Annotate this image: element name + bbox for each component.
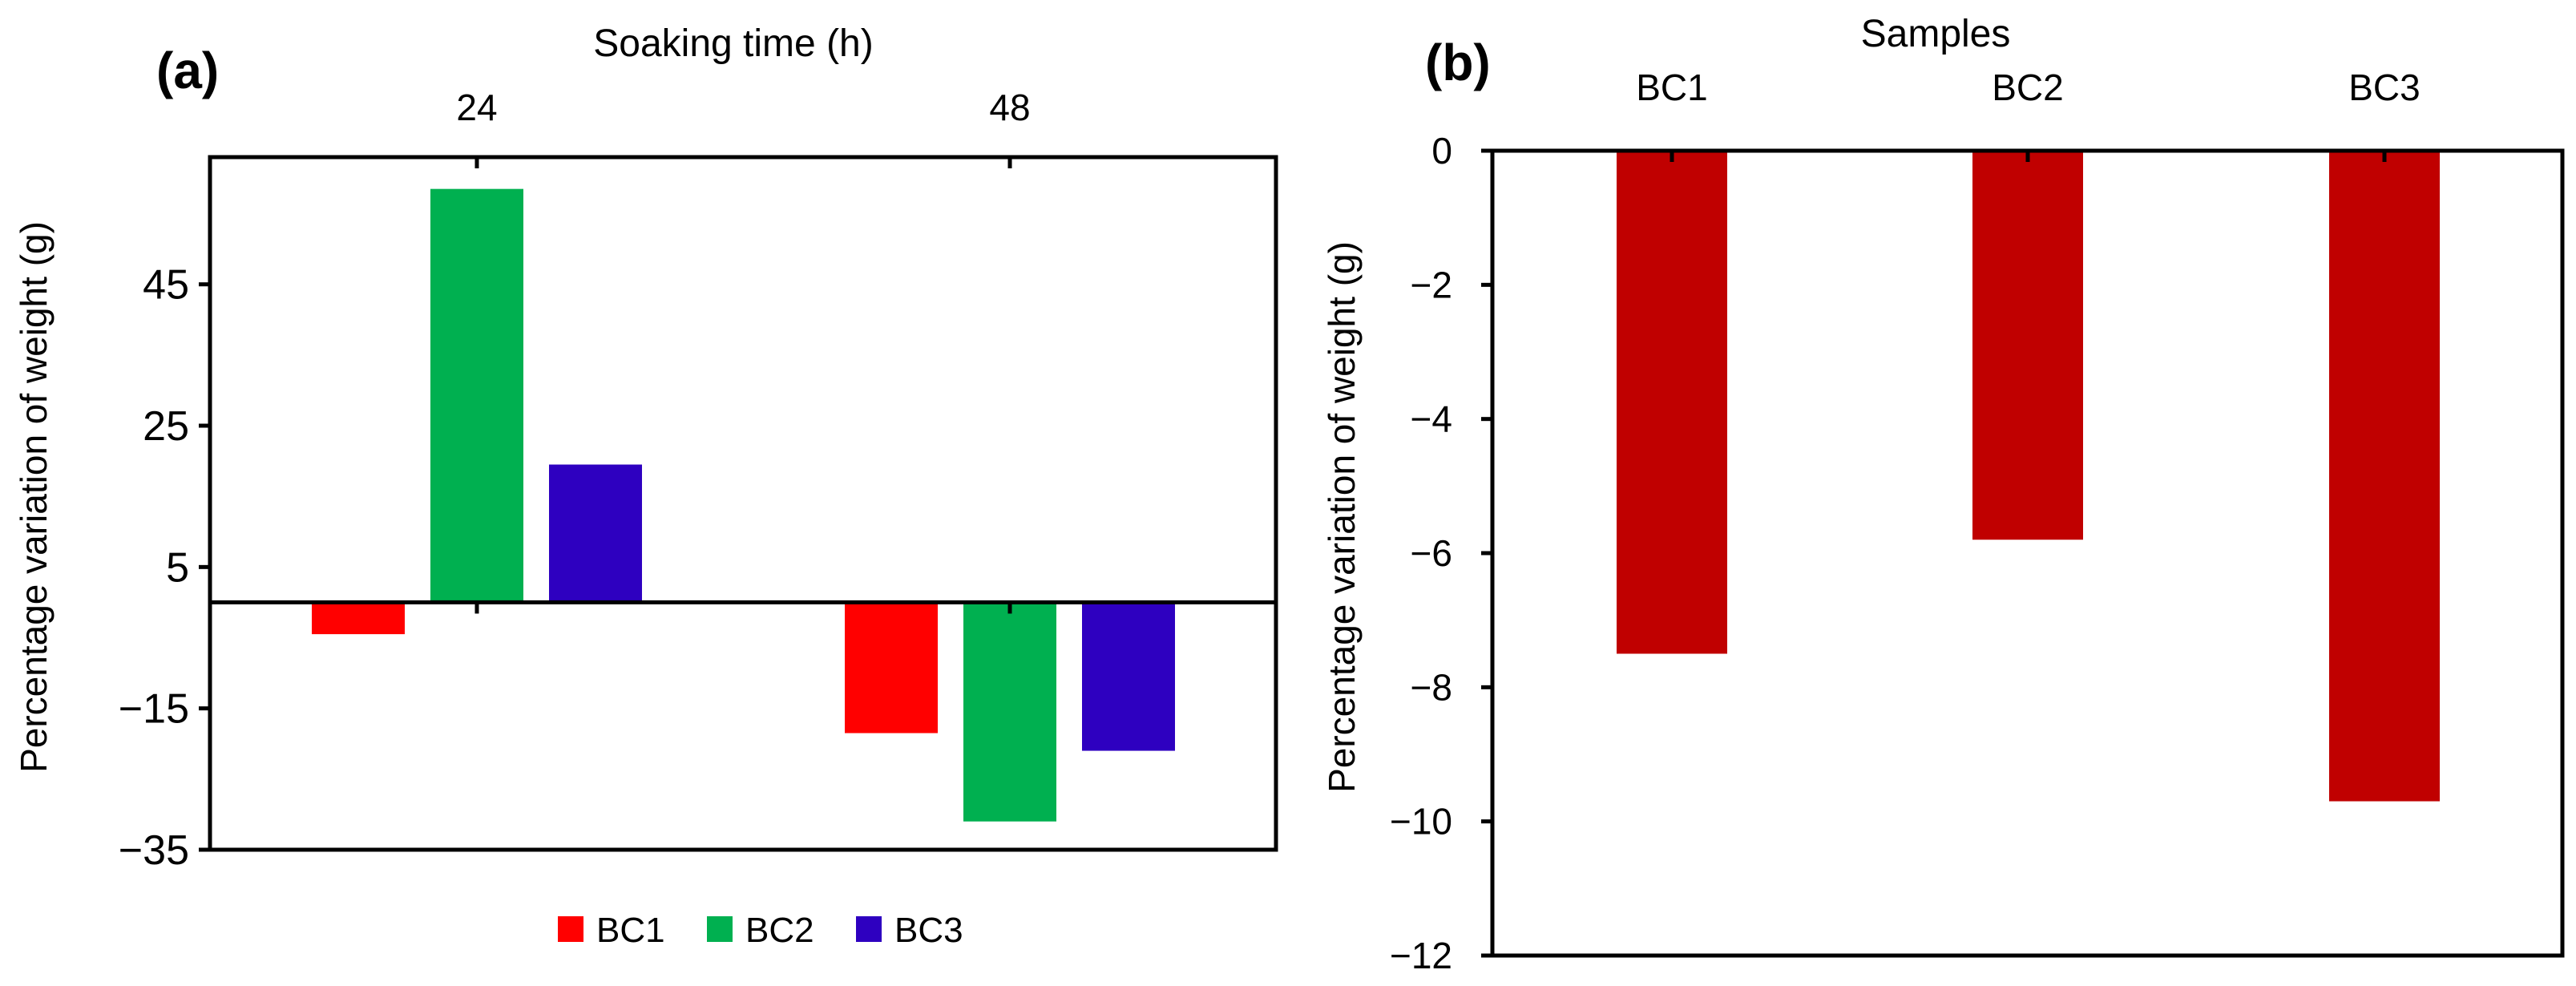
panel-b-y-axis-title: Percentage variation of weight (g): [1321, 241, 1363, 793]
panel-b-y-tick-label: 0: [1431, 130, 1452, 172]
panel-b-y-tick-label: −2: [1411, 264, 1452, 305]
panel-a-legend-label-bc1: BC1: [596, 911, 665, 950]
panel-a-bar-bc1-24: [312, 602, 405, 635]
panel-a-bars: [312, 188, 1175, 822]
panel-b: (b) Samples Percentage variation of weig…: [1321, 13, 2565, 976]
panel-b-y-tick-label: −4: [1411, 398, 1452, 440]
panel-b-x-axis-title: Samples: [1861, 13, 2011, 55]
panel-b-bar-bc3: [2329, 151, 2440, 802]
panel-b-y-tick-label: −8: [1411, 666, 1452, 708]
panel-a-bar-bc1-48: [845, 602, 938, 733]
panel-a-y-tick-label: 5: [166, 544, 189, 591]
panel-a: (a) Soaking time (h) Percentage variatio…: [13, 22, 1278, 950]
panel-b-ticks: [1481, 148, 2387, 958]
panel-b-bar-bc1: [1617, 151, 1727, 654]
panel-a-x-tick-label: 48: [989, 87, 1030, 128]
panel-b-y-tick-label: −12: [1390, 935, 1452, 976]
panel-a-x-tick-label: 24: [456, 87, 497, 128]
panel-b-bars: [1617, 151, 2440, 802]
panel-a-legend: BC1 BC2 BC3: [558, 911, 963, 950]
panel-b-bar-bc2: [1972, 151, 2083, 540]
panel-b-y-tick-label: −10: [1390, 801, 1452, 843]
panel-a-bar-bc3-48: [1082, 602, 1175, 751]
panel-a-y-tick-label: −15: [119, 686, 189, 733]
panel-b-x-tick-label: BC2: [1992, 67, 2063, 108]
panel-a-y-tick-label: −35: [119, 827, 189, 874]
panel-a-label: (a): [156, 42, 219, 99]
panel-b-y-tick-labels: 0 −2 −4 −6 −8 −10 −12: [1390, 130, 1452, 976]
panel-a-bar-bc3-24: [549, 464, 642, 603]
panel-a-y-tick-labels: 45 25 5 −15 −35: [119, 262, 189, 874]
panel-a-bar-bc2-24: [430, 188, 523, 603]
panel-b-y-tick-label: −6: [1411, 532, 1452, 574]
panel-a-legend-swatch-bc3: [856, 916, 882, 942]
panel-a-ticks: [199, 157, 1012, 852]
panel-a-plot-frame: [208, 155, 1278, 852]
panel-a-x-tick-labels: 24 48: [456, 87, 1030, 128]
panel-a-legend-swatch-bc2: [707, 916, 733, 942]
panel-b-x-tick-labels: BC1 BC2 BC3: [1636, 67, 2420, 108]
panel-b-x-tick-label: BC3: [2348, 67, 2420, 108]
panel-b-label: (b): [1425, 34, 1491, 91]
panel-a-x-axis-title: Soaking time (h): [593, 22, 873, 65]
panel-a-legend-swatch-bc1: [558, 916, 583, 942]
panel-a-y-tick-label: 25: [143, 403, 189, 450]
panel-b-x-tick-label: BC1: [1636, 67, 1707, 108]
panel-a-legend-label-bc2: BC2: [745, 911, 814, 950]
panel-a-legend-label-bc3: BC3: [894, 911, 963, 950]
panel-a-y-tick-label: 45: [143, 262, 189, 309]
panel-a-bar-bc2-48: [963, 602, 1056, 822]
panel-a-y-axis-title: Percentage variation of weight (g): [13, 221, 55, 773]
